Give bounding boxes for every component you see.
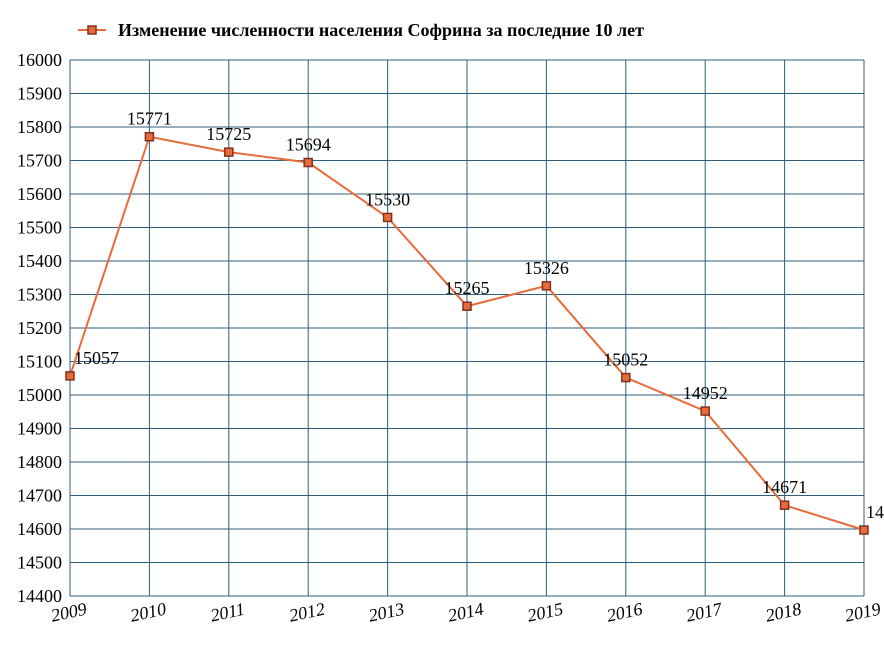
- y-tick-label: 14500: [17, 553, 62, 573]
- y-tick-label: 15400: [17, 251, 62, 271]
- data-marker: [622, 374, 630, 382]
- y-tick-label: 14400: [17, 586, 62, 606]
- data-label: 15057: [74, 348, 119, 368]
- y-tick-label: 14600: [17, 519, 62, 539]
- data-marker: [145, 133, 153, 141]
- legend-label: Изменение численности населения Софрина …: [118, 20, 644, 40]
- data-marker: [225, 148, 233, 156]
- y-tick-label: 14900: [17, 419, 62, 439]
- data-label: 15694: [286, 135, 331, 155]
- data-marker: [304, 159, 312, 167]
- chart-svg: 14400 14500 14600 14700 14800 14900 15000 15100…: [0, 0, 884, 650]
- legend: Изменение численности населения Софрина …: [78, 20, 644, 40]
- data-marker: [701, 407, 709, 415]
- data-label: 15052: [603, 350, 648, 370]
- y-tick-label: 15000: [17, 385, 62, 405]
- y-tick-label: 15300: [17, 285, 62, 305]
- population-chart: 14400 14500 14600 14700 14800 14900 15000 15100…: [0, 0, 884, 650]
- data-marker: [781, 501, 789, 509]
- y-tick-label: 16000: [17, 50, 62, 70]
- data-marker: [66, 372, 74, 380]
- data-marker: [463, 302, 471, 310]
- data-label: 14597: [866, 502, 884, 522]
- data-marker: [542, 282, 550, 290]
- y-tick-label: 15100: [17, 352, 62, 372]
- y-tick-label: 14800: [17, 452, 62, 472]
- data-label: 15530: [365, 189, 410, 209]
- data-label: 15265: [445, 278, 490, 298]
- y-tick-label: 14700: [17, 486, 62, 506]
- data-label: 14671: [762, 477, 807, 497]
- data-label: 15725: [206, 124, 251, 144]
- data-marker: [384, 213, 392, 221]
- y-tick-label: 15700: [17, 151, 62, 171]
- y-tick-label: 15800: [17, 117, 62, 137]
- data-marker: [860, 526, 868, 534]
- legend-marker: [88, 26, 96, 34]
- y-tick-label: 15900: [17, 84, 62, 104]
- y-tick-label: 15200: [17, 318, 62, 338]
- y-axis-ticks: 14400 14500 14600 14700 14800 14900 15000 15100…: [17, 50, 62, 606]
- y-tick-label: 15600: [17, 184, 62, 204]
- data-label: 14952: [683, 383, 728, 403]
- data-label: 15771: [127, 109, 172, 129]
- data-label: 15326: [524, 258, 569, 278]
- y-tick-label: 15500: [17, 218, 62, 238]
